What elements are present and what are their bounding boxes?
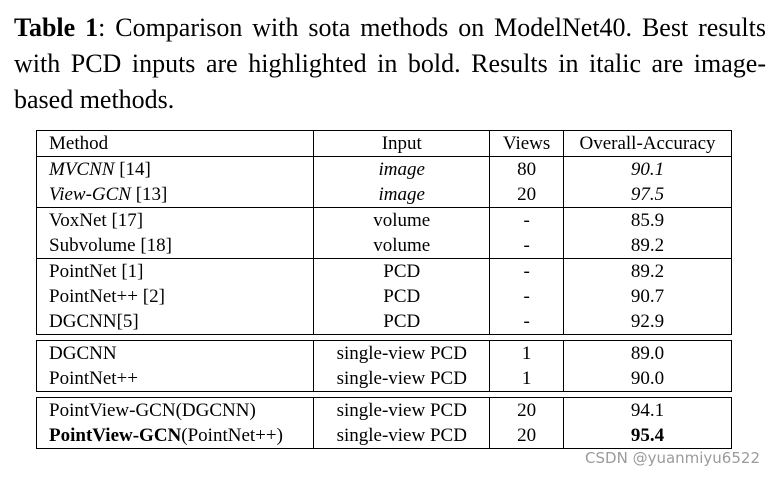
input-cell: volume (313, 233, 490, 259)
table-row: MVCNN [14] image 80 90.1 (35, 156, 732, 182)
method-cell: DGCNN (35, 340, 314, 366)
table-row: PointView-GCN(PointNet++) single-view PCD… (35, 423, 732, 449)
method-ref: [5] (116, 311, 139, 332)
method-cell: MVCNN [14] (35, 156, 314, 182)
table-row: VoxNet [17] volume -85.9 (35, 207, 732, 233)
views-cell: 1 (489, 340, 564, 366)
method-name: Subvolume (49, 235, 136, 256)
input-cell: volume (313, 207, 490, 233)
method-name: PointView-GCN (49, 425, 182, 446)
header-views: Views (489, 130, 564, 157)
accuracy-cell: 90.0 (563, 366, 732, 392)
method-name: VoxNet (49, 210, 107, 231)
input-cell: single-view PCD (313, 340, 490, 366)
watermark: CSDN @yuanmiyu6522 (585, 449, 760, 467)
accuracy-cell: 94.1 (563, 397, 732, 423)
views-cell: 20 (489, 397, 564, 423)
table-row: DGCNN single-view PCD 1 89.0 (35, 340, 732, 366)
comparison-table: Method Input Views Overall-Accuracy MVCNN [1… (35, 130, 732, 449)
method-cell: PointNet [1] (35, 258, 314, 284)
method-cell: PointView-GCN(PointNet++) (35, 423, 314, 449)
input-cell: single-view PCD (313, 397, 490, 423)
method-ref: [1] (116, 261, 144, 282)
input-cell: image (313, 182, 490, 208)
input-cell: single-view PCD (313, 366, 490, 392)
input-cell: single-view PCD (313, 423, 490, 449)
method-name: View-GCN (49, 184, 131, 205)
accuracy-cell: 89.0 (563, 340, 732, 366)
views-cell: - (489, 233, 564, 259)
accuracy-cell: 97.5 (563, 182, 732, 208)
input-cell: PCD (313, 258, 490, 284)
method-ref: (PointNet++) (181, 425, 283, 446)
caption-label: Table 1 (14, 13, 99, 42)
views-cell: - (489, 284, 564, 309)
table-row: Subvolume [18] volume -89.2 (35, 233, 732, 259)
header-method: Method (35, 130, 314, 157)
input-cell: PCD (313, 284, 490, 309)
table-row: DGCNN[5] PCD -92.9 (35, 309, 732, 335)
method-name: DGCNN (49, 343, 117, 364)
views-cell: 80 (489, 156, 564, 182)
method-ref: [2] (138, 286, 165, 307)
method-cell: PointView-GCN(DGCNN) (35, 397, 314, 423)
views-cell: - (489, 207, 564, 233)
method-cell: Subvolume [18] (35, 233, 314, 259)
method-name: PointNet++ (49, 286, 138, 307)
accuracy-cell: 85.9 (563, 207, 732, 233)
views-cell: 20 (489, 423, 564, 449)
table-row: PointNet++ single-view PCD 1 90.0 (35, 366, 732, 392)
input-cell: PCD (313, 309, 490, 335)
table-row: PointNet++ [2] PCD -90.7 (35, 284, 732, 309)
method-cell: PointNet++ [2] (35, 284, 314, 309)
method-cell: DGCNN[5] (35, 309, 314, 335)
table-caption: Table 1: Comparison with sota methods on… (14, 10, 766, 118)
caption-text: : Comparison with sota methods on ModelN… (14, 13, 766, 114)
accuracy-cell: 90.1 (563, 156, 732, 182)
method-ref: [13] (130, 184, 168, 205)
method-ref: (DGCNN) (175, 400, 256, 421)
method-name: PointNet++ (49, 368, 138, 389)
views-cell: 20 (489, 182, 564, 208)
method-ref: [17] (106, 210, 144, 231)
method-ref: [18] (135, 235, 172, 256)
method-ref: [14] (114, 159, 151, 180)
method-cell: VoxNet [17] (35, 207, 314, 233)
table-body: Method Input Views Overall-Accuracy MVCNN [1… (35, 130, 732, 449)
header-row: Method Input Views Overall-Accuracy (35, 130, 732, 157)
header-input: Input (313, 130, 490, 157)
accuracy-cell: 92.9 (563, 309, 732, 335)
accuracy-cell: 95.4 (563, 423, 732, 449)
header-accuracy: Overall-Accuracy (563, 130, 732, 157)
accuracy-cell: 90.7 (563, 284, 732, 309)
views-cell: - (489, 258, 564, 284)
views-cell: - (489, 309, 564, 335)
method-name: PointView-GCN (49, 400, 176, 421)
method-cell: View-GCN [13] (35, 182, 314, 208)
table-row: PointNet [1] PCD -89.2 (35, 258, 732, 284)
accuracy-cell: 89.2 (563, 233, 732, 259)
table-row: PointView-GCN(DGCNN) single-view PCD 20 94.… (35, 397, 732, 423)
method-name: DGCNN (49, 311, 117, 332)
accuracy-cell: 89.2 (563, 258, 732, 284)
views-cell: 1 (489, 366, 564, 392)
table-row: View-GCN [13] image 20 97.5 (35, 182, 732, 208)
method-name: PointNet (49, 261, 117, 282)
input-cell: image (313, 156, 490, 182)
method-cell: PointNet++ (35, 366, 314, 392)
method-name: MVCNN (49, 159, 115, 180)
